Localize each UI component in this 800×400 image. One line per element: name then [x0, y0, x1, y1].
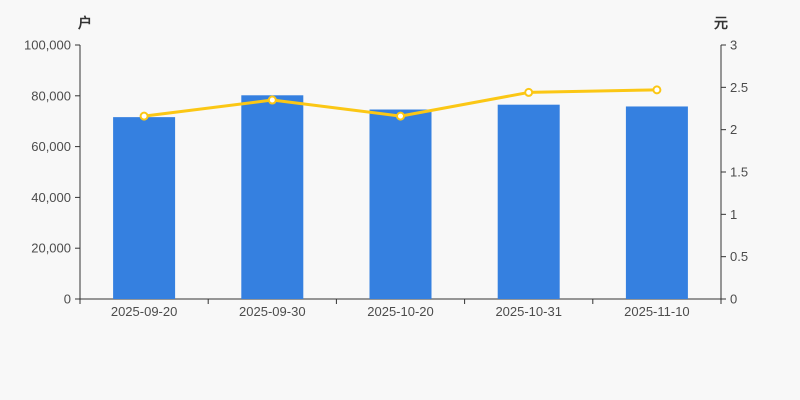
x-axis-category-label: 2025-09-30 — [239, 304, 306, 319]
bar-2025-10-20[interactable] — [369, 109, 432, 300]
y-axis-left-tick-label: 100,000 — [24, 38, 71, 53]
y-axis-left-tick-label: 0 — [64, 292, 71, 307]
y-axis-left-tick-label: 40,000 — [31, 190, 71, 205]
y-axis-right-tick-label: 0 — [730, 292, 737, 307]
line-marker-2025-11-10[interactable] — [652, 85, 662, 95]
bar-2025-09-20[interactable] — [113, 117, 176, 299]
bar-2025-09-30[interactable] — [241, 95, 304, 300]
y-axis-right-tick-label: 2.5 — [730, 80, 748, 95]
right-axis-unit-label: 元 — [714, 15, 728, 31]
line-marker-2025-10-31[interactable] — [524, 87, 534, 97]
y-axis-right-tick-label: 1.5 — [730, 165, 748, 180]
y-axis-right-tick-label: 0.5 — [730, 249, 748, 264]
x-axis-category-label: 2025-11-10 — [624, 304, 690, 319]
y-axis-right-tick-label: 1 — [730, 207, 737, 222]
y-axis-left-tick-label: 60,000 — [31, 139, 71, 154]
x-axis-category-label: 2025-10-31 — [495, 304, 562, 319]
line-marker-2025-09-30[interactable] — [267, 95, 277, 105]
y-axis-right-tick-label: 2 — [730, 122, 737, 137]
y-axis-left-tick-label: 80,000 — [31, 88, 71, 103]
bar-2025-10-31[interactable] — [497, 104, 560, 299]
line-marker-2025-09-20[interactable] — [139, 111, 149, 121]
left-axis-unit-label: 户 — [78, 15, 92, 31]
bar-2025-11-10[interactable] — [625, 106, 688, 299]
y-axis-right-tick-label: 3 — [730, 38, 737, 53]
x-axis-category-label: 2025-09-20 — [111, 304, 178, 319]
x-axis-category-label: 2025-10-20 — [367, 304, 434, 319]
y-axis-left-tick-label: 20,000 — [31, 241, 71, 256]
line-marker-2025-10-20[interactable] — [396, 111, 405, 121]
